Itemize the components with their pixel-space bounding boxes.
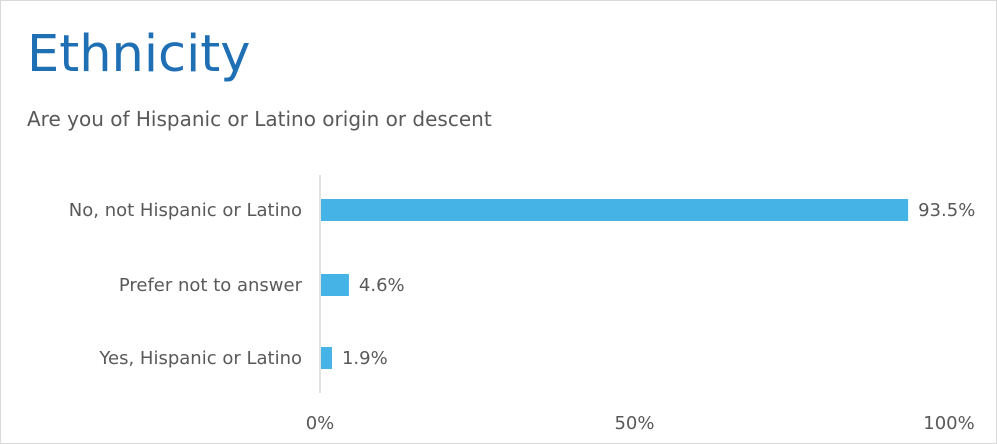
bar	[321, 199, 909, 221]
data-label: 4.6%	[359, 275, 405, 296]
x-tick-label: 0%	[306, 413, 335, 434]
x-tick-label: 100%	[923, 413, 974, 434]
category-label: No, not Hispanic or Latino	[69, 200, 302, 221]
data-label: 1.9%	[342, 348, 388, 369]
category-label: Yes, Hispanic or Latino	[98, 348, 302, 369]
bar	[321, 274, 349, 296]
chart-subtitle: Are you of Hispanic or Latino origin or …	[27, 107, 492, 131]
x-tick-label: 50%	[614, 413, 654, 434]
category-label: Prefer not to answer	[119, 275, 303, 296]
chart-title: Ethnicity	[27, 25, 251, 84]
data-label: 93.5%	[918, 200, 975, 221]
bar	[321, 347, 332, 369]
